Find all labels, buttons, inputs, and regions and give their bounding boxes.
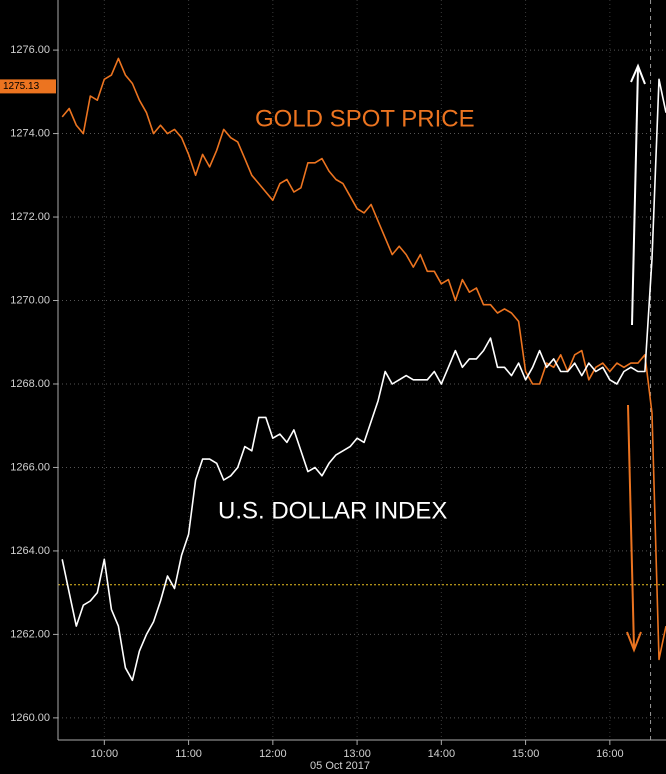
up-arrow-head [630, 63, 646, 85]
x-axis-label: 05 Oct 2017 [310, 760, 370, 772]
x-tick-label: 14:00 [428, 748, 456, 760]
x-tick-label: 11:00 [175, 748, 202, 760]
series-line [61, 78, 666, 682]
y-tick-label: 1266.00 [10, 461, 50, 473]
y-tick-label: 1272.00 [10, 211, 50, 223]
grid [58, 0, 666, 740]
gold-label: GOLD SPOT PRICE [255, 105, 475, 132]
down-arrow [627, 404, 635, 649]
y-tick-label: 1270.00 [10, 294, 50, 306]
x-tick-label: 16:00 [596, 748, 624, 760]
y-tick-label: 1264.00 [10, 545, 50, 557]
y-tick-label: 1268.00 [10, 378, 50, 390]
up-arrow [631, 67, 639, 326]
y-tick-label: 1276.00 [10, 44, 50, 56]
y-tick-label: 1274.00 [10, 127, 50, 139]
lines [61, 57, 666, 682]
down-arrow-head [626, 631, 642, 653]
x-tick-label: 13:00 [343, 748, 371, 760]
y-tick-label: 1260.00 [10, 712, 50, 724]
x-tick-label: 15:00 [512, 748, 540, 760]
x-tick-label: 10:00 [91, 748, 119, 760]
x-tick-label: 12:00 [259, 748, 287, 760]
y-tick-label: 1262.00 [10, 628, 50, 640]
last-price-box [0, 79, 56, 94]
last-price-label: 1275.13 [3, 81, 40, 92]
dollar-label: U.S. DOLLAR INDEX [218, 497, 447, 524]
series-line [61, 57, 666, 661]
